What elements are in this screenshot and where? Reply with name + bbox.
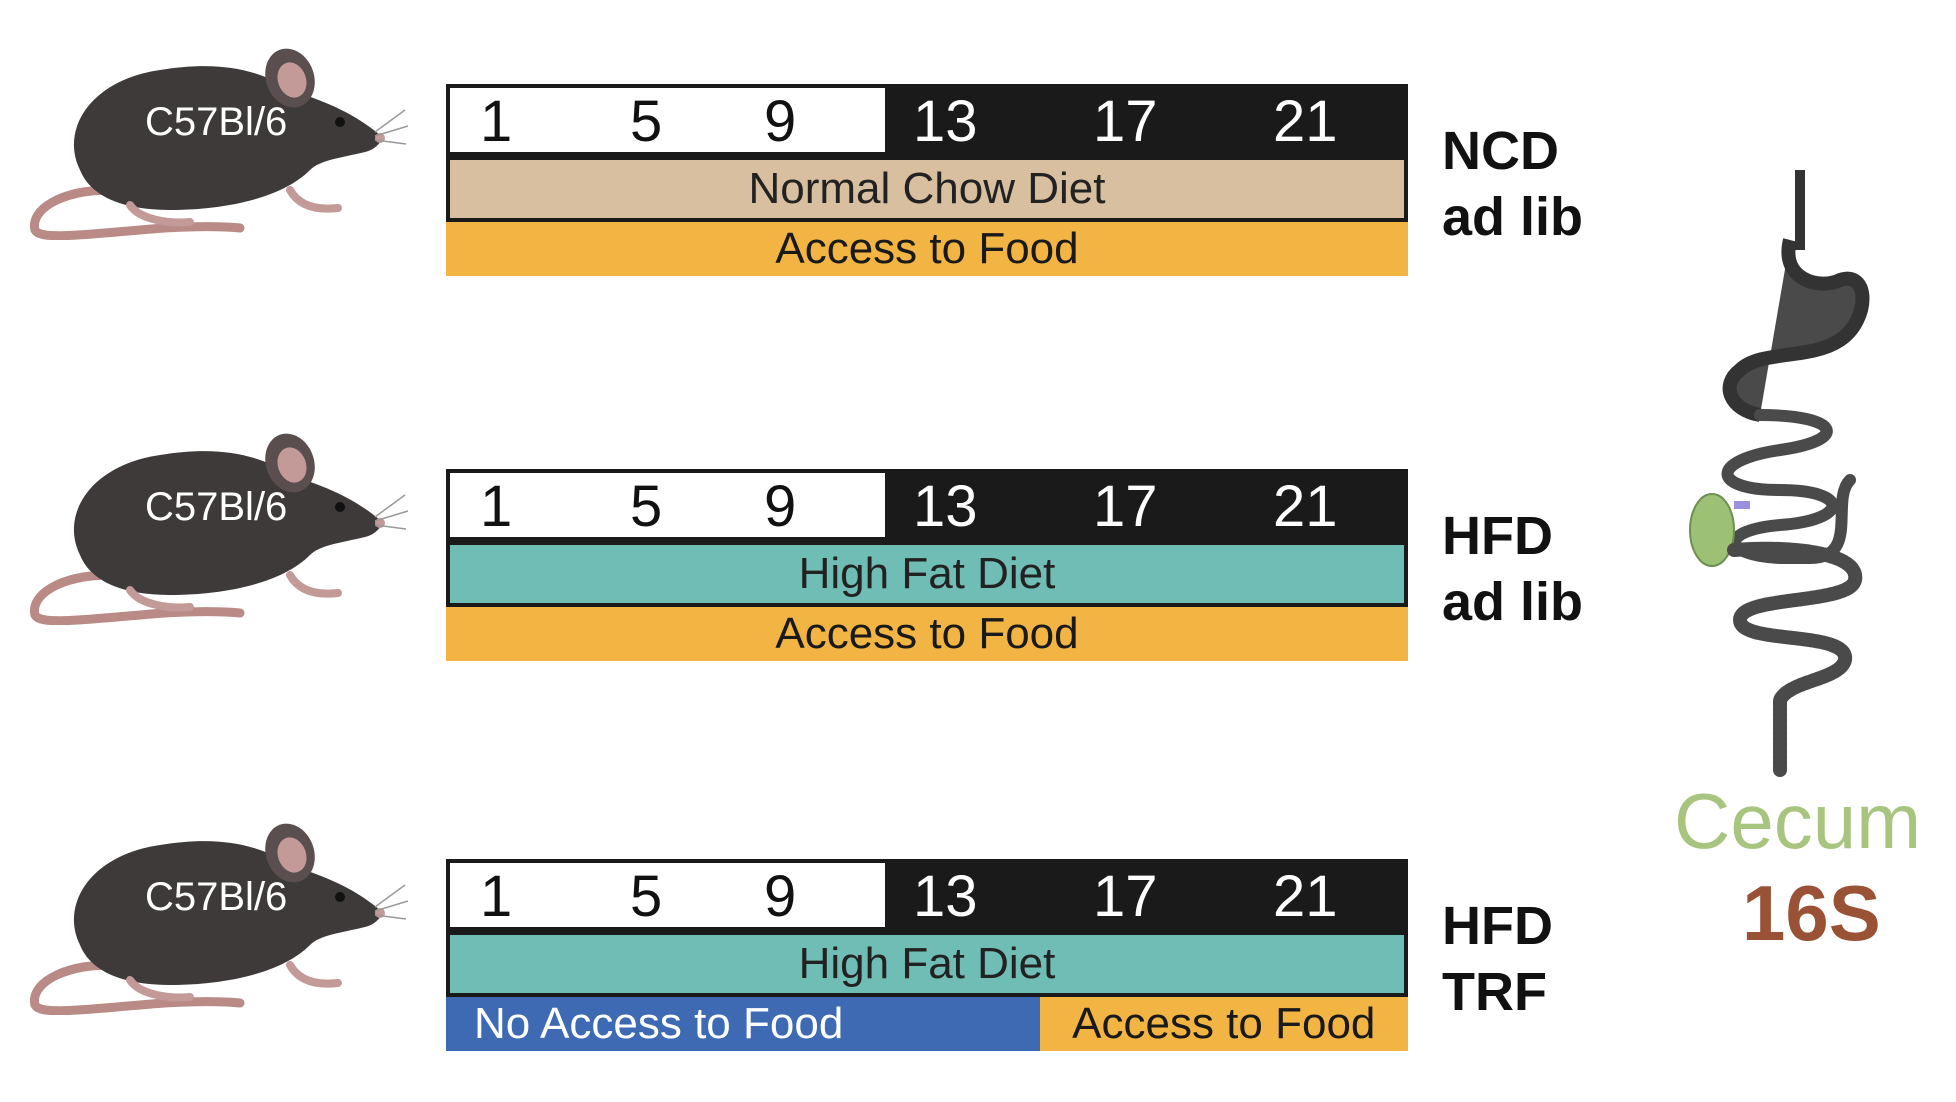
hour-label: 9 xyxy=(764,864,797,929)
food-access-bar: No Access to Food Access to Food xyxy=(446,997,1408,1051)
access-segment: Access to Food xyxy=(446,607,1408,661)
hour-label: 1 xyxy=(480,474,513,539)
food-access-bar: Access to Food xyxy=(446,222,1408,276)
group-hfd-adlib: C57Bl/6 1 5 9 13 17 21 High Fat Diet Acc… xyxy=(0,425,1600,685)
mouse-icon: C57Bl/6 xyxy=(20,425,410,625)
hour-label: 17 xyxy=(1093,89,1158,154)
dark-phase: 13 17 21 xyxy=(885,473,1404,539)
mouse-icon: C57Bl/6 xyxy=(20,40,410,240)
hour-label: 21 xyxy=(1273,474,1338,539)
access-segment: Access to Food xyxy=(1039,997,1408,1051)
assay-label: 16S xyxy=(1742,869,1881,957)
dark-phase: 13 17 21 xyxy=(885,863,1404,929)
hour-label: 13 xyxy=(913,474,978,539)
group-label-line1: HFD xyxy=(1442,506,1553,566)
strain-label: C57Bl/6 xyxy=(145,875,288,919)
mouse-icon: C57Bl/6 xyxy=(20,815,410,1015)
hour-label: 5 xyxy=(630,864,663,929)
access-segment: Access to Food xyxy=(446,222,1408,276)
hour-label: 9 xyxy=(764,89,797,154)
group-label-line2: ad lib xyxy=(1442,572,1584,632)
diet-bar: Normal Chow Diet xyxy=(446,156,1408,222)
light-phase: 1 5 9 xyxy=(450,473,886,539)
hour-label: 21 xyxy=(1273,864,1338,929)
no-access-segment: No Access to Food xyxy=(446,997,1040,1051)
diet-bar: High Fat Diet xyxy=(446,541,1408,607)
group-ncd-adlib: C57Bl/6 1 5 9 13 17 21 Normal Chow Diet … xyxy=(0,40,1600,300)
hour-label: 13 xyxy=(913,89,978,154)
diet-bar: High Fat Diet xyxy=(446,931,1408,997)
food-access-bar: Access to Food xyxy=(446,607,1408,661)
hour-label: 9 xyxy=(764,474,797,539)
light-phase: 1 5 9 xyxy=(450,88,886,154)
group-label: NCD ad lib xyxy=(1442,118,1583,250)
hour-label: 21 xyxy=(1273,89,1338,154)
group-label-line2: TRF xyxy=(1442,962,1547,1022)
hour-label: 13 xyxy=(913,864,978,929)
hour-label: 1 xyxy=(480,89,513,154)
hour-label: 5 xyxy=(630,89,663,154)
strain-label: C57Bl/6 xyxy=(145,100,288,144)
light-phase: 1 5 9 xyxy=(450,863,886,929)
dark-phase: 13 17 21 xyxy=(885,88,1404,154)
hour-label: 1 xyxy=(480,864,513,929)
group-label-line2: ad lib xyxy=(1442,187,1584,247)
hour-label: 5 xyxy=(630,474,663,539)
hour-bar: 1 5 9 13 17 21 xyxy=(446,469,1408,541)
hour-bar: 1 5 9 13 17 21 xyxy=(446,84,1408,156)
gut-icon xyxy=(1689,170,1870,777)
strain-label: C57Bl/6 xyxy=(145,485,288,529)
group-label: HFD TRF xyxy=(1442,893,1553,1025)
hour-bar: 1 5 9 13 17 21 xyxy=(446,859,1408,931)
hour-label: 17 xyxy=(1093,864,1158,929)
group-label-line1: HFD xyxy=(1442,896,1553,956)
group-hfd-trf: C57Bl/6 1 5 9 13 17 21 High Fat Diet No … xyxy=(0,815,1600,1075)
sample-label: Cecum xyxy=(1674,777,1922,865)
group-label-line1: NCD xyxy=(1442,121,1559,181)
hour-label: 17 xyxy=(1093,474,1158,539)
group-label: HFD ad lib xyxy=(1442,503,1583,635)
